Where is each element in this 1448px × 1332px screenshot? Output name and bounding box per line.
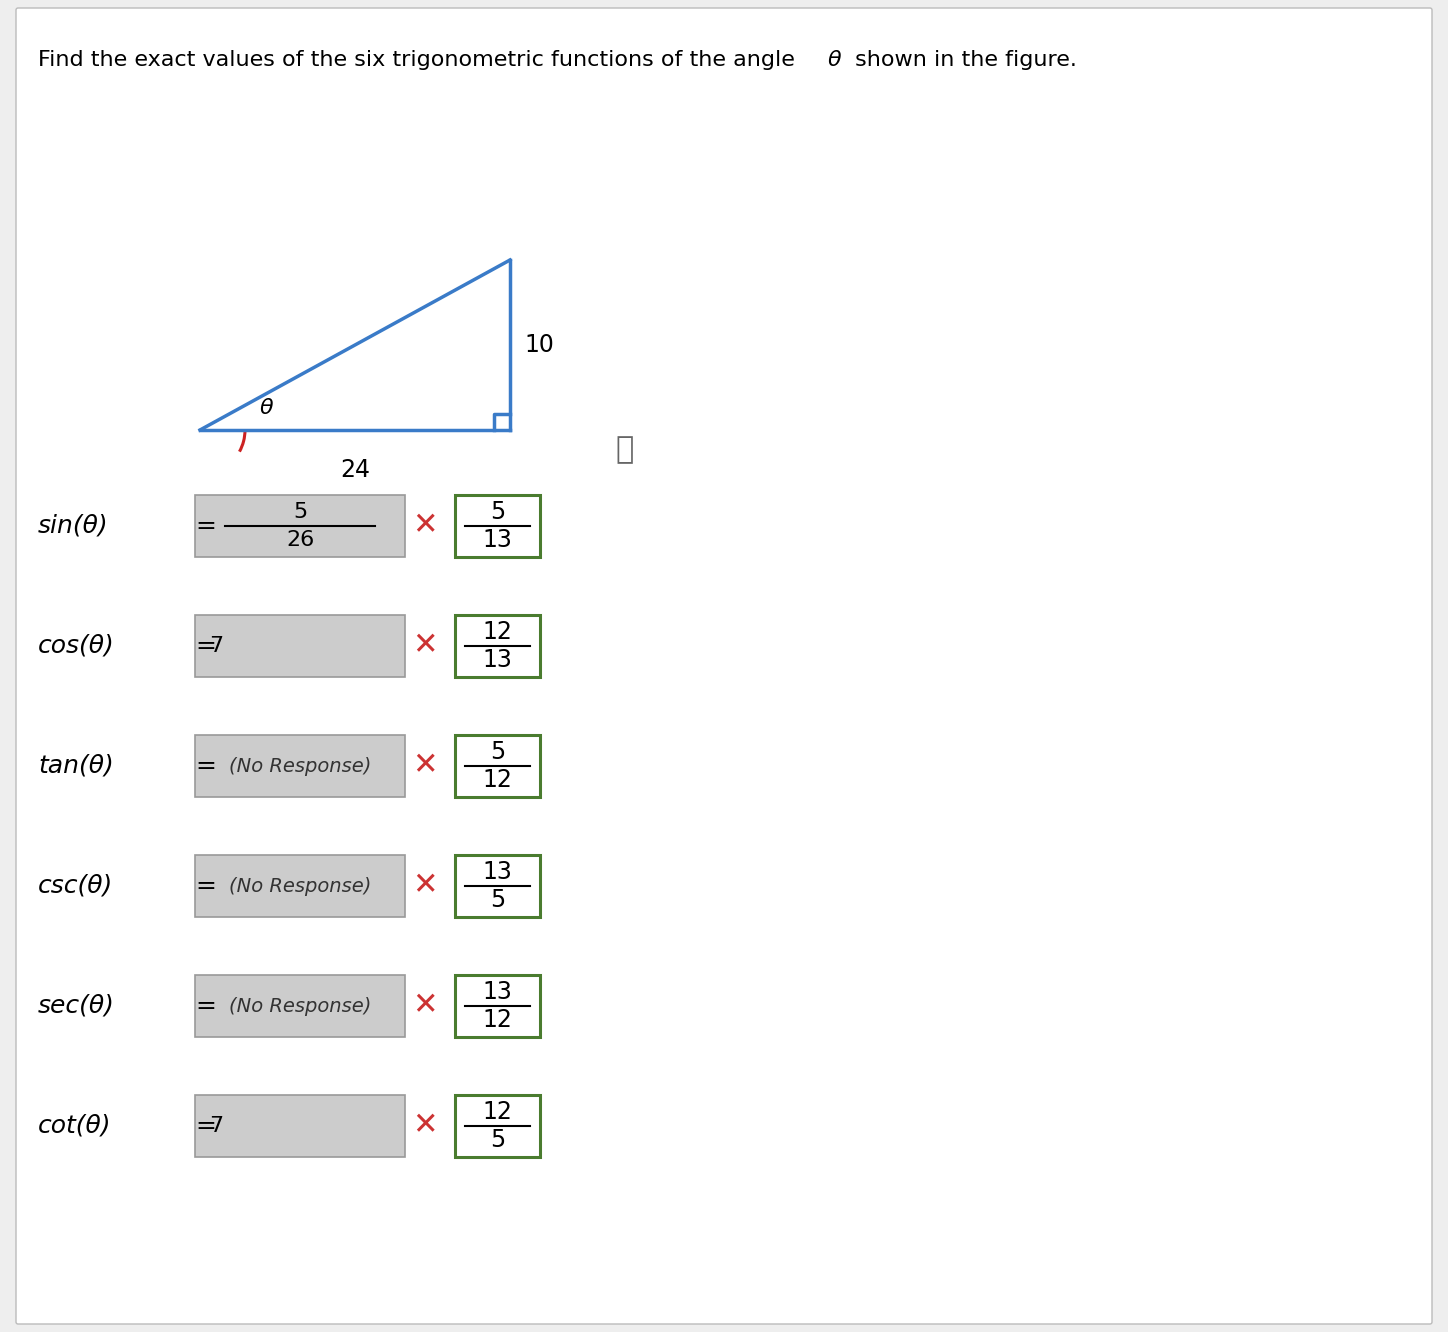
Text: sin(θ): sin(θ) xyxy=(38,514,109,538)
Text: 12: 12 xyxy=(482,1100,513,1124)
Text: ✕: ✕ xyxy=(413,631,437,661)
Text: 5: 5 xyxy=(489,888,505,912)
Text: 10: 10 xyxy=(524,333,555,357)
Text: (No Response): (No Response) xyxy=(229,996,371,1015)
FancyBboxPatch shape xyxy=(195,975,405,1038)
FancyBboxPatch shape xyxy=(455,1095,540,1158)
Text: ✕: ✕ xyxy=(413,751,437,781)
Text: 24: 24 xyxy=(340,458,371,482)
FancyBboxPatch shape xyxy=(16,8,1432,1324)
Text: 5: 5 xyxy=(292,502,307,522)
Text: 12: 12 xyxy=(482,1008,513,1032)
FancyBboxPatch shape xyxy=(195,615,405,677)
Text: (No Response): (No Response) xyxy=(229,876,371,895)
Text: 5: 5 xyxy=(489,500,505,523)
Text: 5: 5 xyxy=(489,739,505,763)
FancyBboxPatch shape xyxy=(195,855,405,916)
Text: 13: 13 xyxy=(482,529,513,553)
Text: 13: 13 xyxy=(482,859,513,883)
FancyBboxPatch shape xyxy=(455,735,540,797)
Text: ✕: ✕ xyxy=(413,511,437,541)
Text: tan(θ): tan(θ) xyxy=(38,754,114,778)
FancyBboxPatch shape xyxy=(455,975,540,1038)
Text: cos(θ): cos(θ) xyxy=(38,634,114,658)
FancyBboxPatch shape xyxy=(195,1095,405,1158)
Text: =: = xyxy=(195,874,216,898)
FancyBboxPatch shape xyxy=(455,615,540,677)
Text: ✕: ✕ xyxy=(413,991,437,1020)
Text: sec(θ): sec(θ) xyxy=(38,994,114,1018)
Text: shown in the figure.: shown in the figure. xyxy=(849,51,1077,71)
FancyBboxPatch shape xyxy=(455,855,540,916)
Text: 12: 12 xyxy=(482,769,513,793)
Text: 5: 5 xyxy=(489,1128,505,1152)
Text: ✕: ✕ xyxy=(413,871,437,900)
Text: csc(θ): csc(θ) xyxy=(38,874,113,898)
Text: Find the exact values of the six trigonometric functions of the angle: Find the exact values of the six trigono… xyxy=(38,51,802,71)
Text: 26: 26 xyxy=(285,530,314,550)
Text: 7: 7 xyxy=(209,1116,223,1136)
Text: =: = xyxy=(195,1114,216,1138)
FancyBboxPatch shape xyxy=(195,735,405,797)
FancyBboxPatch shape xyxy=(195,496,405,557)
Text: 13: 13 xyxy=(482,980,513,1004)
Text: θ: θ xyxy=(261,398,274,418)
Text: (No Response): (No Response) xyxy=(229,757,371,775)
Text: =: = xyxy=(195,514,216,538)
Text: 7: 7 xyxy=(209,635,223,655)
Text: =: = xyxy=(195,634,216,658)
Text: cot(θ): cot(θ) xyxy=(38,1114,111,1138)
Text: ⓘ: ⓘ xyxy=(615,436,634,465)
Text: θ: θ xyxy=(828,51,841,71)
Text: =: = xyxy=(195,994,216,1018)
Text: ✕: ✕ xyxy=(413,1111,437,1140)
Text: 13: 13 xyxy=(482,649,513,673)
Text: =: = xyxy=(195,754,216,778)
FancyBboxPatch shape xyxy=(455,496,540,557)
Text: 12: 12 xyxy=(482,619,513,643)
